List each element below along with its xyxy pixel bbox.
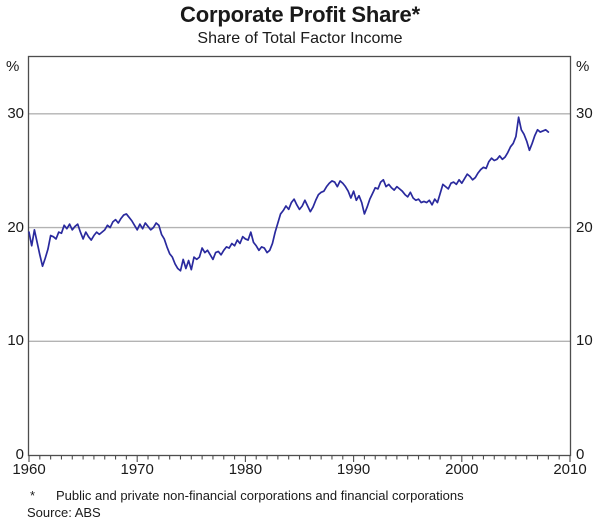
y-axis-tick-label: 30 bbox=[7, 104, 24, 122]
x-axis-tick-label: 1980 bbox=[228, 461, 263, 478]
chart-title: Corporate Profit Share* bbox=[180, 2, 420, 27]
y-axis-unit-left: % bbox=[6, 58, 20, 75]
x-axis-tick-label: 1960 bbox=[12, 461, 46, 478]
footnote-marker: * bbox=[30, 488, 36, 503]
y-axis-tick-label-right: 0 bbox=[576, 446, 585, 463]
chart-subtitle: Share of Total Factor Income bbox=[197, 30, 403, 47]
y-axis-tick-label: 20 bbox=[7, 218, 24, 236]
plot-frame bbox=[27, 55, 572, 457]
footnote-source: Source: ABS bbox=[27, 505, 101, 520]
data-line-corporate-profit-share bbox=[28, 116, 550, 272]
y-axis-tick-label-right: 30 bbox=[576, 104, 593, 122]
footnote-text: Public and private non-financial corpora… bbox=[56, 488, 464, 503]
y-axis-tick-label-right: 20 bbox=[576, 218, 593, 236]
y-axis-tick-label-right: 10 bbox=[576, 332, 593, 350]
y-axis-tick-label: 0 bbox=[15, 446, 24, 463]
y-axis-tick-label: 10 bbox=[7, 332, 24, 350]
x-axis-tick-label: 2010 bbox=[553, 461, 587, 478]
x-axis-tick-label: 1970 bbox=[120, 461, 154, 478]
gridlines bbox=[29, 113, 570, 342]
y-axis-unit-right: % bbox=[576, 58, 590, 75]
x-axis-tick-label: 1990 bbox=[336, 461, 371, 478]
x-axis-tick-label: 2000 bbox=[445, 461, 479, 478]
